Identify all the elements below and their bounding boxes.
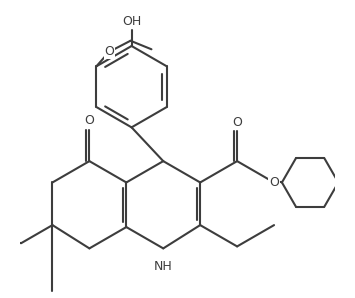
Text: O: O: [269, 176, 279, 189]
Text: OH: OH: [122, 15, 141, 28]
Text: O: O: [84, 114, 94, 127]
Text: NH: NH: [154, 260, 173, 273]
Text: O: O: [104, 45, 114, 58]
Text: O: O: [232, 116, 242, 129]
